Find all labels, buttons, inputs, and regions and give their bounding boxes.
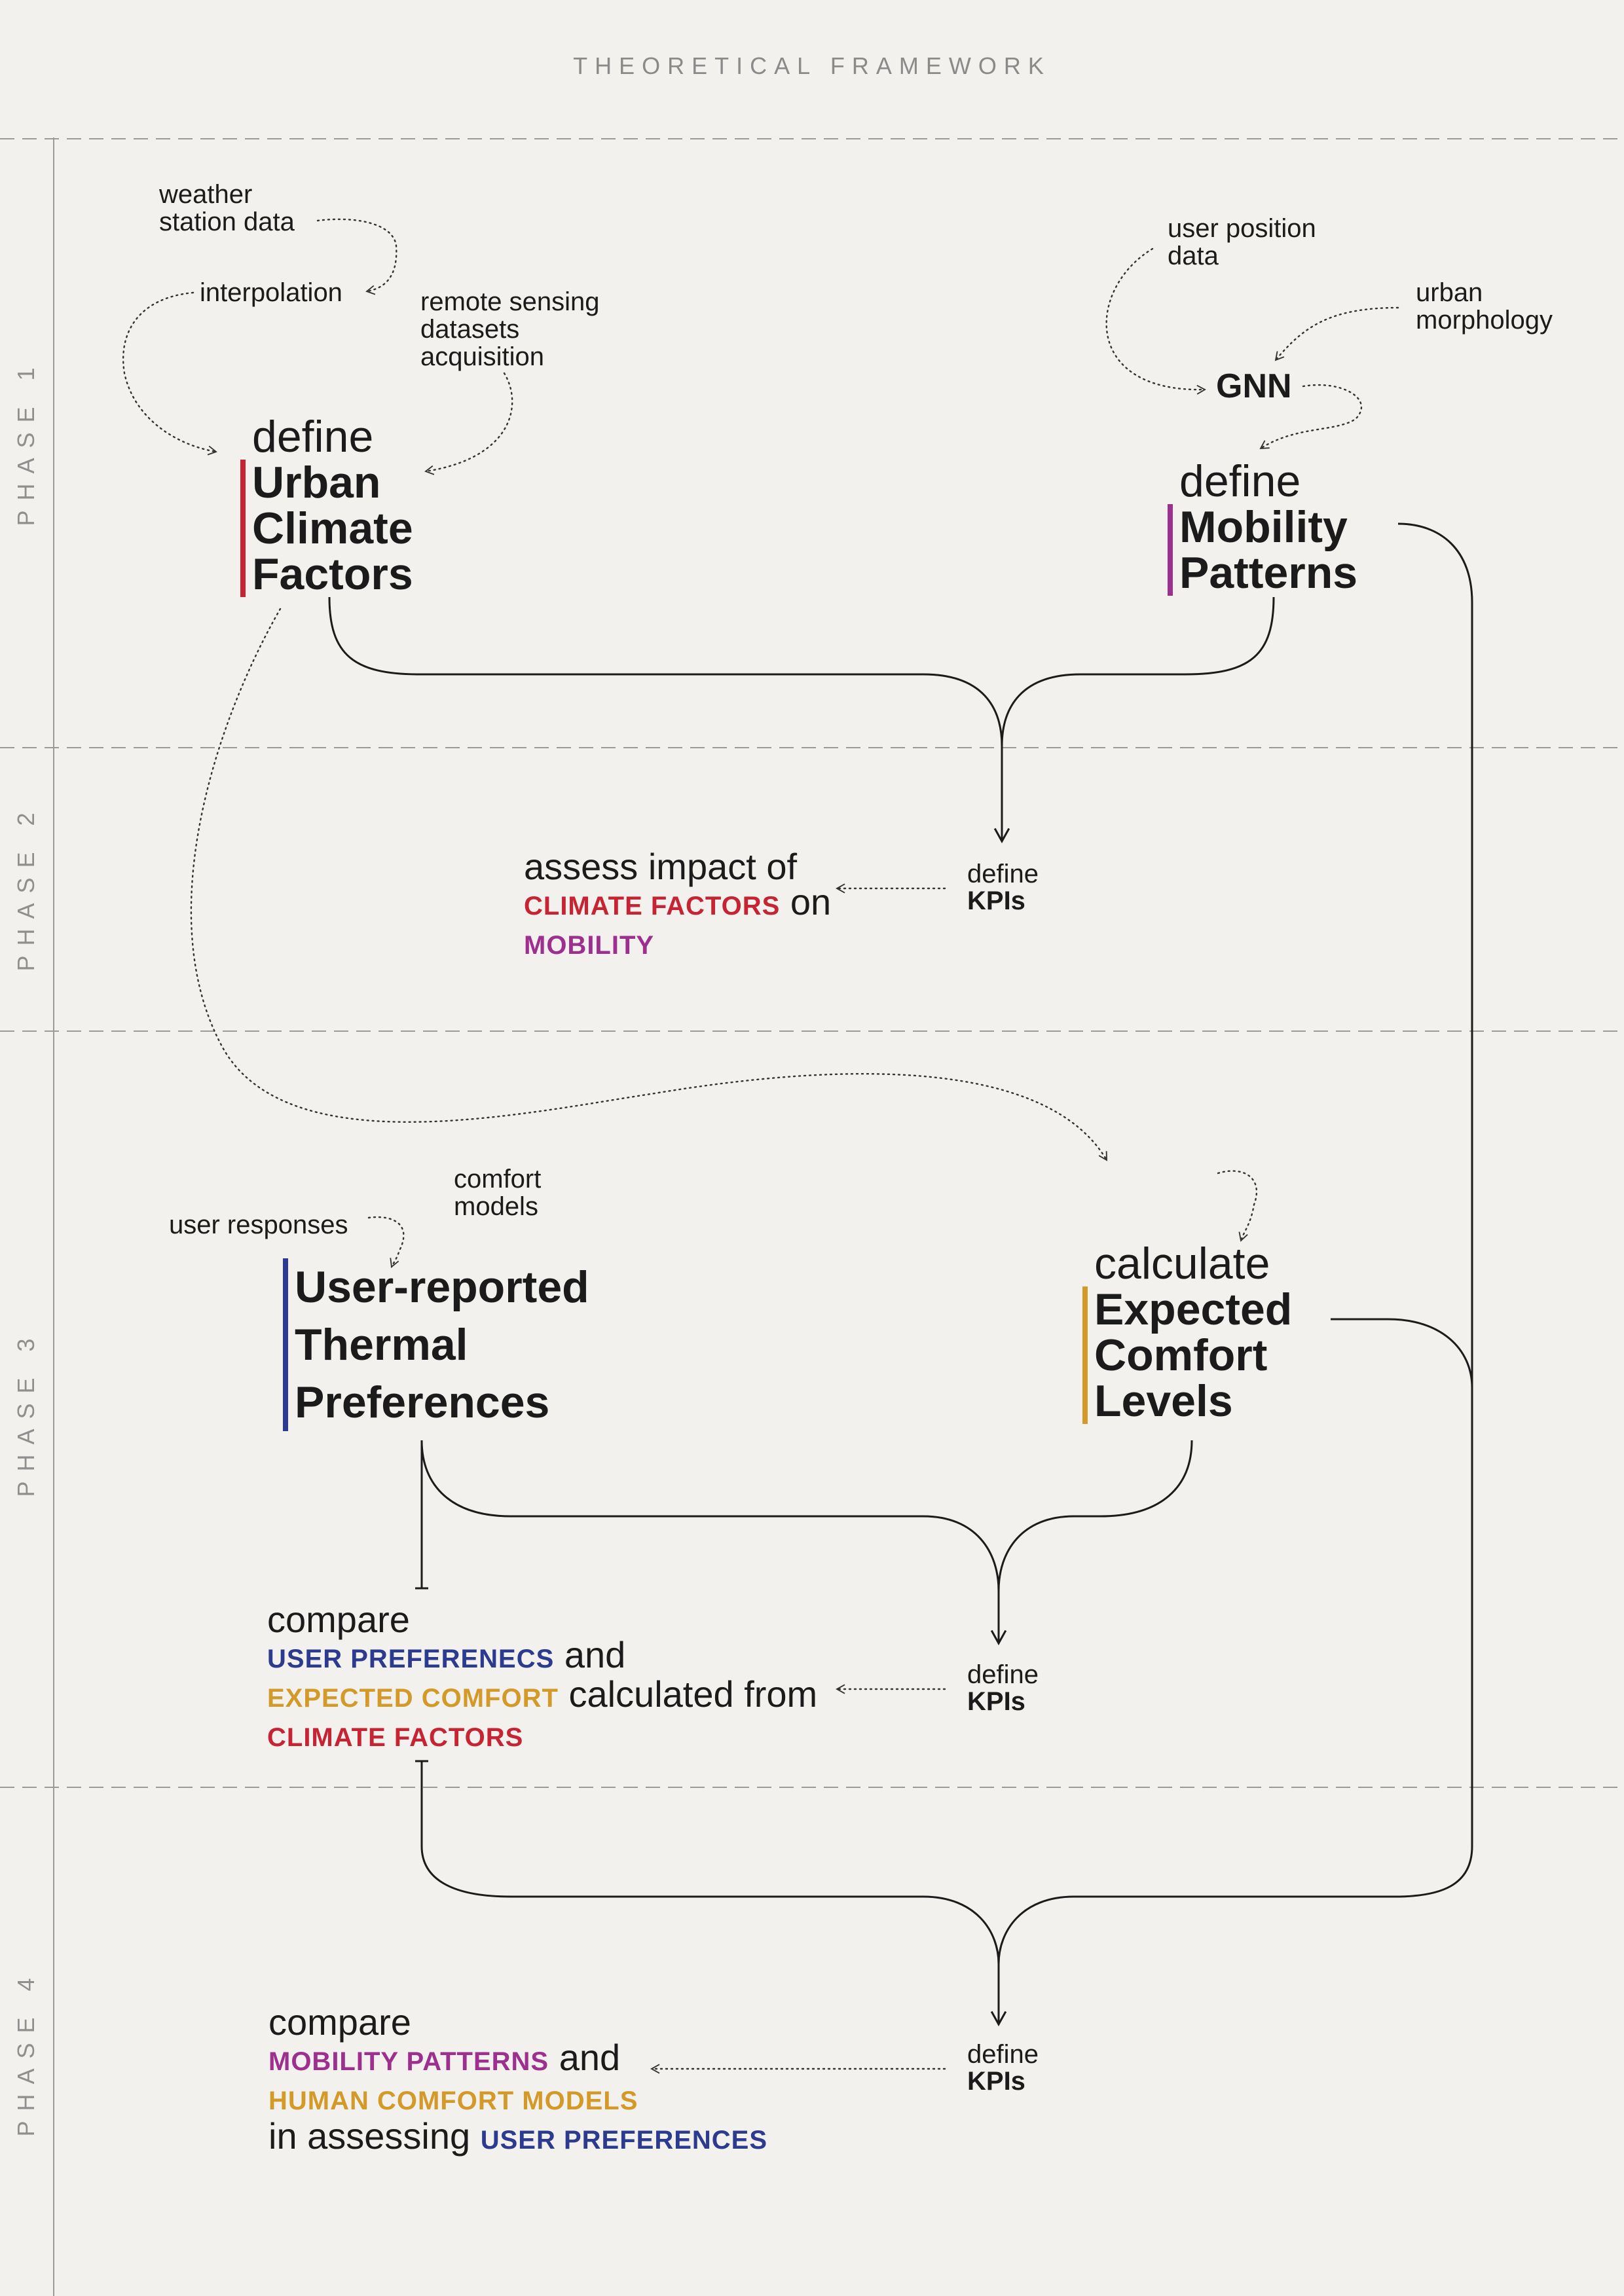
climate-to-kpi-branch [328,596,1003,747]
kpi-phase4: define KPIs [967,2041,1039,2095]
expected-comfort-node: calculate Expected Comfort Levels [1082,1241,1292,1424]
climate-verb: define [252,412,374,462]
mobility-color-bar [1168,504,1173,596]
phase-label-3: PHASE 3 [12,1328,39,1497]
compare-to-phase4-branch [420,1761,1000,1965]
phase-label-4: PHASE 4 [12,1968,39,2137]
mobility-patterns-node: define Mobility Patterns [1168,458,1357,596]
user-responses-label: user responses [169,1211,348,1239]
and-word: and [564,1634,626,1675]
kpi-phase2: define KPIs [967,861,1039,915]
weather-to-interpolation [316,218,397,295]
gnn-label: GNN [1216,367,1292,405]
interpolation-label: interpolation [200,278,342,307]
compare-preferences-text: compare USER PREFERENECS and EXPECTED CO… [267,1599,857,1755]
in-assessing-words: in assessing [268,2115,471,2157]
mobility-to-phase4-line [997,522,1473,1965]
mobility-verb: define [1179,456,1301,506]
kpi-phase3: define KPIs [967,1662,1039,1715]
on-word: on [790,881,832,922]
morphology-to-gnn [1274,306,1399,361]
kw-expected-comfort: EXPECTED COMFORT [267,1684,559,1713]
kw-climate-factors: CLIMATE FACTORS [267,1723,524,1752]
kw-climate-factors: CLIMATE FACTORS [524,892,781,920]
compare-word: compare [267,1599,410,1640]
comfort-models-to-expected [1217,1170,1258,1242]
urban-climate-factors-node: define Urban Climate Factors [240,414,413,597]
user-pref-color-bar [283,1258,288,1431]
interpolation-to-climate [122,291,217,456]
compare-mobility-text: compare MOBILITY PATTERNS and HUMAN COMF… [268,2001,923,2158]
remote-sensing-label: remote sensing datasets acquisition [420,287,600,371]
kpi-define-label: define [967,860,1039,888]
kpi-label: KPIs [967,1687,1025,1716]
climate-to-comfort-models [190,608,1108,1161]
comfort-branch [997,1440,1193,1592]
assess-impact-line: assess impact of [524,846,798,887]
expected-verb: calculate [1094,1239,1270,1288]
kw-user-preferences: USER PREFERENCES [480,2126,768,2155]
urban-climate-factors-heading: Urban Climate Factors [252,458,413,599]
comfort-models-label: comfort models [454,1165,542,1221]
expected-comfort-heading: Expected Comfort Levels [1094,1285,1293,1426]
assess-impact-text: assess impact of CLIMATE FACTORS on MOBI… [524,846,864,963]
kw-human-comfort-models: HUMAN COMFORT MODELS [268,2086,638,2115]
and-word: and [559,2037,621,2078]
expected-color-bar [1082,1286,1088,1424]
responses-to-preferences [367,1216,405,1268]
kpi-define-label: define [967,1660,1039,1689]
user-position-label: user position data [1168,214,1316,270]
kpi-define-label: define [967,2040,1039,2069]
user-reported-preferences-node: User-reported Thermal Preferences [283,1258,589,1431]
climate-color-bar [240,460,246,597]
kw-user-preferences: USER PREFERENECS [267,1645,555,1673]
comfort-to-phase4-line [1331,1318,1473,1389]
user-reported-preferences-heading: User-reported Thermal Preferences [295,1262,589,1427]
kw-mobility-patterns: MOBILITY PATTERNS [268,2047,549,2076]
preferences-branch [420,1440,1000,1592]
kpi-label: KPIs [967,2067,1025,2096]
phase-label-2: PHASE 2 [12,803,39,972]
urban-morphology-label: urban morphology [1416,278,1553,335]
page-title: THEORETICAL FRAMEWORK [573,52,1051,79]
remote-sensing-to-climate [424,372,513,475]
calculated-from-words: calculated from [568,1673,818,1715]
compare-word: compare [268,2001,411,2043]
kpi-label: KPIs [967,886,1025,915]
kw-mobility: MOBILITY [524,931,655,960]
phase-label-1: PHASE 1 [12,357,39,526]
mobility-patterns-heading: Mobility Patterns [1179,502,1358,598]
mobility-to-kpi-branch [1001,596,1275,747]
gnn-to-mobility [1259,384,1363,450]
weather-station-label: weather station data [159,180,295,236]
